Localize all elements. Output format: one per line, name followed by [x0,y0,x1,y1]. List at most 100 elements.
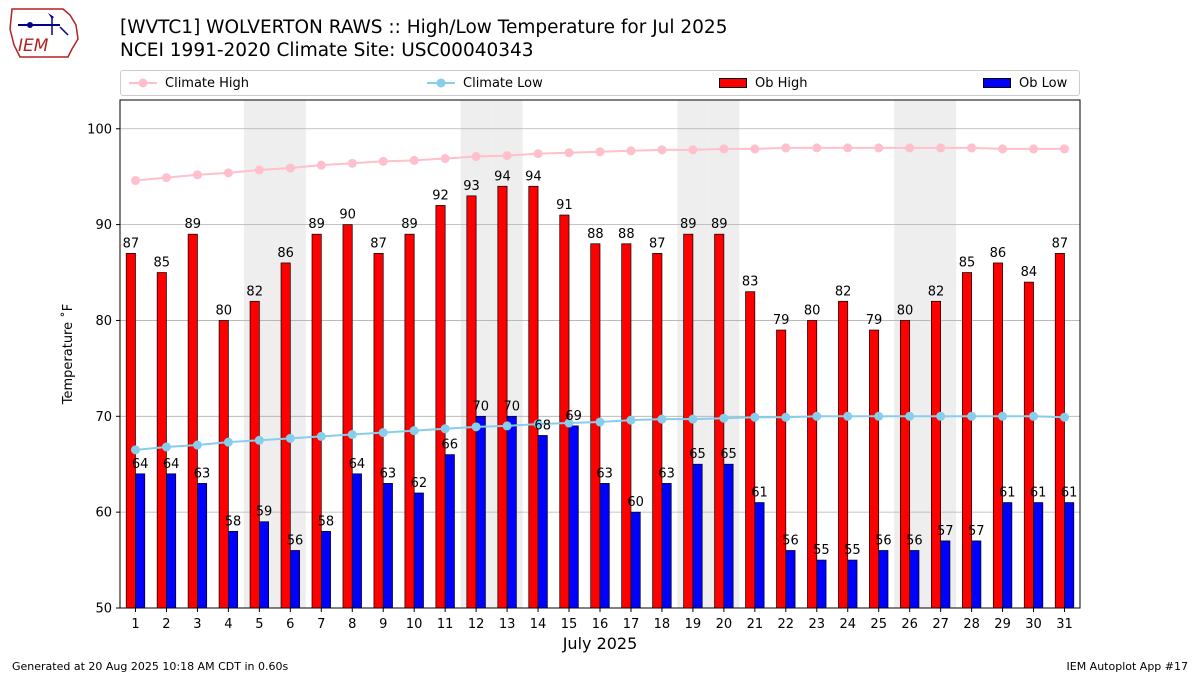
ob-high-bar [621,243,632,609]
ob-high-label: 86 [990,246,1007,261]
ob-high-bar [528,185,539,609]
ob-low-bar [228,530,239,609]
ob-low-bar [1002,502,1013,609]
climate-low-point [409,426,419,436]
ob-high-bar [187,233,198,609]
ob-high-bar [404,233,415,609]
climate-high-point [285,163,295,173]
climate-low-point [688,414,698,424]
climate-high-point [347,158,357,168]
x-tick-label: 4 [224,617,232,632]
climate-low-point [533,419,543,429]
climate-high-point [471,152,481,162]
ob-low-bar [259,521,269,609]
climate-high-point [502,151,512,161]
y-tick-label: 90 [95,218,112,233]
x-axis-label: July 2025 [562,634,638,653]
ob-high-bar [156,272,167,609]
ob-high-label: 89 [308,217,325,232]
ob-low-label: 56 [287,533,304,548]
logo-text: IEM [18,36,49,56]
legend-label: Climate High [165,75,250,91]
x-tick-label: 17 [623,617,640,632]
climate-high-point [626,146,636,156]
ob-high-label: 82 [835,284,852,299]
climate-low-point [1029,411,1039,421]
climate-high-point [688,145,698,155]
x-tick-label: 12 [468,617,485,632]
climate-high-point [192,170,202,180]
x-tick-label: 16 [592,617,609,632]
ob-low-bar [847,559,858,609]
ob-low-bar [785,550,796,609]
climate-low-point [192,440,202,450]
ob-low-bar [289,550,300,609]
ob-low-bar [878,550,889,609]
x-tick-label: 10 [406,617,423,632]
climate-low-point [719,413,729,423]
x-tick-label: 13 [499,617,516,632]
ob-low-label: 63 [380,466,397,481]
climate-high-point [905,143,915,153]
climate-high-point [316,160,326,170]
climate-high-point [719,144,729,154]
climate-high-point [843,143,853,153]
climate-low-point [905,411,915,421]
x-tick-label: 1 [131,617,139,632]
iem-logo: IEM [9,8,79,58]
x-tick-label: 26 [901,617,918,632]
climate-high-point [657,145,667,155]
y-tick-label: 50 [95,602,112,617]
climate-low-point [1060,412,1070,422]
ob-low-bar [816,559,827,609]
legend-label: Climate Low [463,75,543,91]
ob-low-bar [537,435,548,609]
x-tick-label: 8 [348,617,356,632]
ob-high-label: 79 [773,313,790,328]
climate-low-point [285,433,295,443]
x-tick-label: 20 [716,617,733,632]
ob-high-bar [961,272,972,609]
climate-low-marker-icon [427,78,455,88]
climate-high-point [750,144,760,154]
ob-high-label: 93 [463,179,480,194]
climate-low-point [254,435,264,445]
x-tick-label: 22 [778,617,795,632]
x-tick-label: 27 [932,617,949,632]
legend-item-ob-high: Ob High [719,71,808,95]
climate-low-point [564,418,574,428]
x-tick-label: 9 [379,617,387,632]
ob-low-label: 55 [813,543,830,558]
ob-high-bar [807,320,818,609]
ob-high-label: 87 [370,236,387,251]
ob-high-bar [900,320,911,609]
climate-high-point [967,143,977,153]
ob-low-bar [940,540,951,609]
ob-low-label: 68 [534,418,551,433]
ob-low-label: 56 [906,533,923,548]
climate-low-point [936,411,946,421]
climate-low-point [471,422,481,432]
ob-low-bar [413,492,424,609]
generated-timestamp: Generated at 20 Aug 2025 10:18 AM CDT in… [12,660,289,673]
ob-high-bar [992,262,1003,609]
ob-high-label: 83 [742,275,759,290]
ob-low-label: 63 [596,466,613,481]
climate-high-point [998,144,1008,154]
climate-high-point [440,153,450,163]
ob-high-bar [931,300,941,609]
climate-high-point [1029,144,1039,154]
climate-high-point [595,147,605,157]
ob-low-label: 56 [782,533,799,548]
climate-low-point [223,437,233,447]
climate-high-point [130,176,140,186]
ob-high-label: 86 [277,246,294,261]
chart-subtitle: NCEI 1991-2020 Climate Site: USC00040343 [120,40,534,61]
ob-low-bar [661,483,672,609]
x-tick-label: 3 [193,617,201,632]
legend-item-ob-low: Ob Low [983,71,1067,95]
ob-high-label: 89 [185,217,202,232]
legend-label: Ob High [755,75,808,91]
ob-high-bar [745,291,756,609]
climate-high-point [223,168,233,178]
